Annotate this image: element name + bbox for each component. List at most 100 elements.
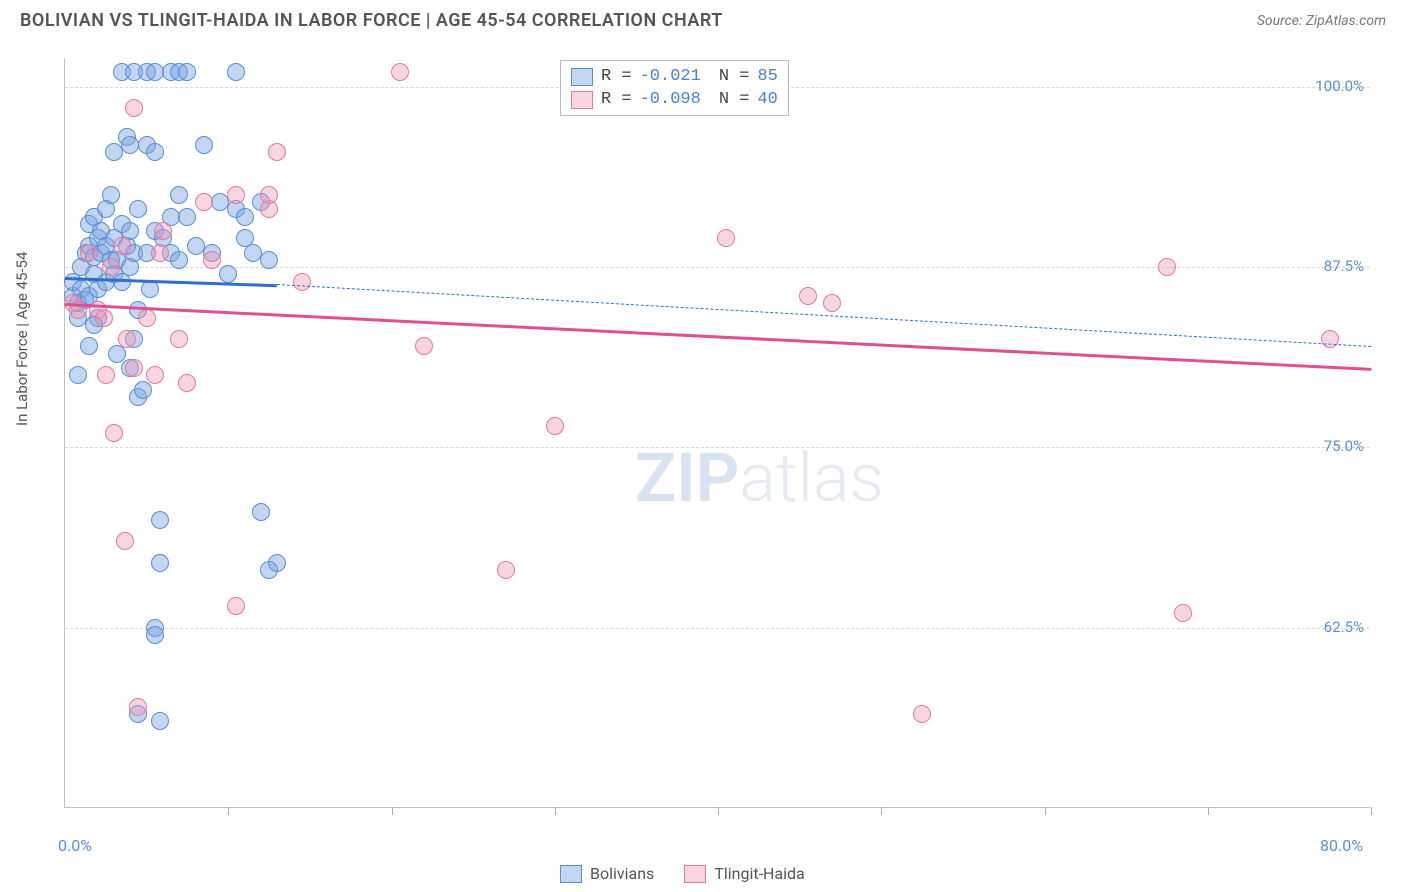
- data-point: [219, 265, 237, 283]
- data-point: [391, 63, 409, 81]
- data-point: [195, 136, 213, 154]
- data-point: [151, 554, 169, 572]
- legend-item: Bolivians: [560, 864, 654, 883]
- data-point: [105, 143, 123, 161]
- data-point: [102, 186, 120, 204]
- data-point: [80, 244, 98, 262]
- data-point: [151, 712, 169, 730]
- data-point: [146, 366, 164, 384]
- data-point: [146, 626, 164, 644]
- data-point: [244, 244, 262, 262]
- stats-n-value: 40: [757, 90, 777, 109]
- trend-line: [65, 303, 1371, 371]
- stats-n-label: N =: [719, 67, 750, 86]
- chart-container: In Labor Force | Age 45-54 ZIPatlas R =-…: [20, 44, 1386, 892]
- data-point: [178, 63, 196, 81]
- data-point: [178, 374, 196, 392]
- data-point: [125, 99, 143, 117]
- data-point: [236, 208, 254, 226]
- data-point: [154, 222, 172, 240]
- bottom-legend: Bolivians Tlingit-Haida: [560, 864, 805, 883]
- data-point: [260, 186, 278, 204]
- data-point: [118, 330, 136, 348]
- data-point: [1158, 258, 1176, 276]
- data-point: [125, 359, 143, 377]
- y-tick-label: 100.0%: [1284, 77, 1364, 95]
- stats-r-label: R =: [601, 90, 632, 109]
- y-axis-title: In Labor Force | Age 45-54: [13, 252, 31, 426]
- legend-swatch: [684, 865, 706, 883]
- legend-item: Tlingit-Haida: [684, 864, 804, 883]
- data-point: [113, 237, 131, 255]
- x-axis-max-label: 80.0%: [1320, 836, 1363, 855]
- data-point: [1321, 330, 1339, 348]
- legend-label: Bolivians: [590, 864, 654, 883]
- legend-label: Tlingit-Haida: [714, 864, 804, 883]
- gridline: [65, 628, 1370, 629]
- x-tick: [1208, 807, 1209, 815]
- x-axis-min-label: 0.0%: [58, 836, 92, 855]
- legend-swatch: [560, 865, 582, 883]
- data-point: [252, 503, 270, 521]
- data-point: [146, 63, 164, 81]
- data-point: [260, 251, 278, 269]
- data-point: [415, 337, 433, 355]
- data-point: [211, 193, 229, 211]
- data-point: [69, 366, 87, 384]
- data-point: [170, 186, 188, 204]
- x-tick: [392, 807, 393, 815]
- legend-swatch: [571, 68, 593, 86]
- data-point: [293, 273, 311, 291]
- data-point: [105, 424, 123, 442]
- x-tick: [1045, 807, 1046, 815]
- data-point: [138, 309, 156, 327]
- watermark: ZIPatlas: [635, 438, 884, 518]
- x-tick: [881, 807, 882, 815]
- data-point: [227, 597, 245, 615]
- watermark-zip: ZIP: [635, 438, 739, 518]
- x-tick: [1371, 807, 1372, 815]
- stats-box: R =-0.021N =85R =-0.098N =40: [560, 60, 789, 116]
- data-point: [268, 143, 286, 161]
- data-point: [146, 143, 164, 161]
- data-point: [497, 561, 515, 579]
- data-point: [151, 244, 169, 262]
- legend-swatch: [571, 91, 593, 109]
- chart-title: BOLIVIAN VS TLINGIT-HAIDA IN LABOR FORCE…: [20, 10, 723, 31]
- data-point: [170, 251, 188, 269]
- stats-n-value: 85: [757, 67, 777, 86]
- data-point: [546, 417, 564, 435]
- data-point: [116, 532, 134, 550]
- data-point: [268, 554, 286, 572]
- y-tick-label: 75.0%: [1284, 437, 1364, 455]
- data-point: [95, 309, 113, 327]
- watermark-atlas: atlas: [739, 438, 884, 518]
- data-point: [717, 229, 735, 247]
- data-point: [203, 251, 221, 269]
- data-point: [151, 511, 169, 529]
- data-point: [121, 136, 139, 154]
- x-tick: [555, 807, 556, 815]
- x-tick: [228, 807, 229, 815]
- data-point: [799, 287, 817, 305]
- data-point: [187, 237, 205, 255]
- data-point: [227, 186, 245, 204]
- source-label: Source: ZipAtlas.com: [1257, 13, 1386, 29]
- plot-area: ZIPatlas: [64, 58, 1370, 808]
- data-point: [80, 337, 98, 355]
- data-point: [913, 705, 931, 723]
- trend-line: [277, 284, 1371, 347]
- data-point: [134, 381, 152, 399]
- data-point: [170, 330, 188, 348]
- data-point: [1174, 604, 1192, 622]
- y-tick-label: 62.5%: [1284, 618, 1364, 636]
- stats-n-label: N =: [719, 90, 750, 109]
- data-point: [129, 200, 147, 218]
- x-tick: [718, 807, 719, 815]
- data-point: [178, 208, 196, 226]
- data-point: [129, 698, 147, 716]
- gridline: [65, 447, 1370, 448]
- y-tick-label: 87.5%: [1284, 257, 1364, 275]
- data-point: [227, 63, 245, 81]
- data-point: [195, 193, 213, 211]
